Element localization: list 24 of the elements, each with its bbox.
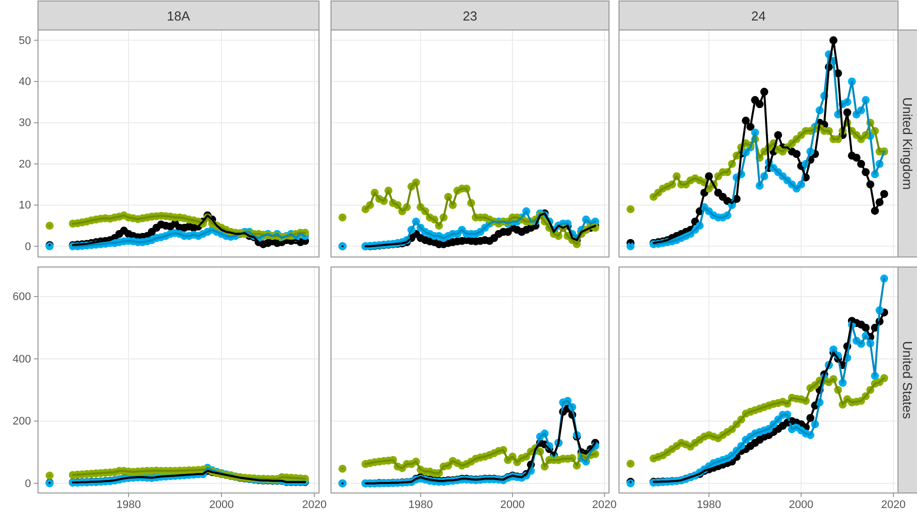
x-tick-label: 2000: [500, 498, 525, 511]
y-tick-label: 10: [18, 200, 31, 212]
y-tick-label: 200: [12, 416, 31, 428]
x-tick-label: 1980: [116, 498, 141, 511]
chart-title: 18A: [166, 8, 190, 24]
y-tick-label: 0: [24, 240, 31, 253]
y-tick-label: 600: [12, 291, 31, 304]
y-tick-label: 20: [18, 158, 31, 170]
x-tick-label: 1980: [696, 498, 722, 511]
y-tick-label: 400: [12, 353, 31, 366]
y-tick-label: 40: [18, 76, 31, 88]
y-tick-label: 30: [18, 117, 31, 130]
x-tick-label: 2020: [302, 498, 327, 511]
x-tick-label: 2000: [209, 498, 234, 511]
text: United Kingdom: [900, 97, 915, 190]
y-tick-label: 0: [24, 478, 31, 490]
x-tick-label: 2020: [592, 498, 617, 511]
chart-title: 24: [751, 8, 766, 24]
x-tick-label: 1980: [408, 498, 433, 511]
y-tick-label: 50: [18, 34, 31, 47]
chart-title: 23: [462, 8, 478, 24]
x-tick-label: 2000: [788, 498, 814, 511]
text: United States: [900, 340, 915, 420]
x-tick-label: 2020: [881, 498, 906, 511]
